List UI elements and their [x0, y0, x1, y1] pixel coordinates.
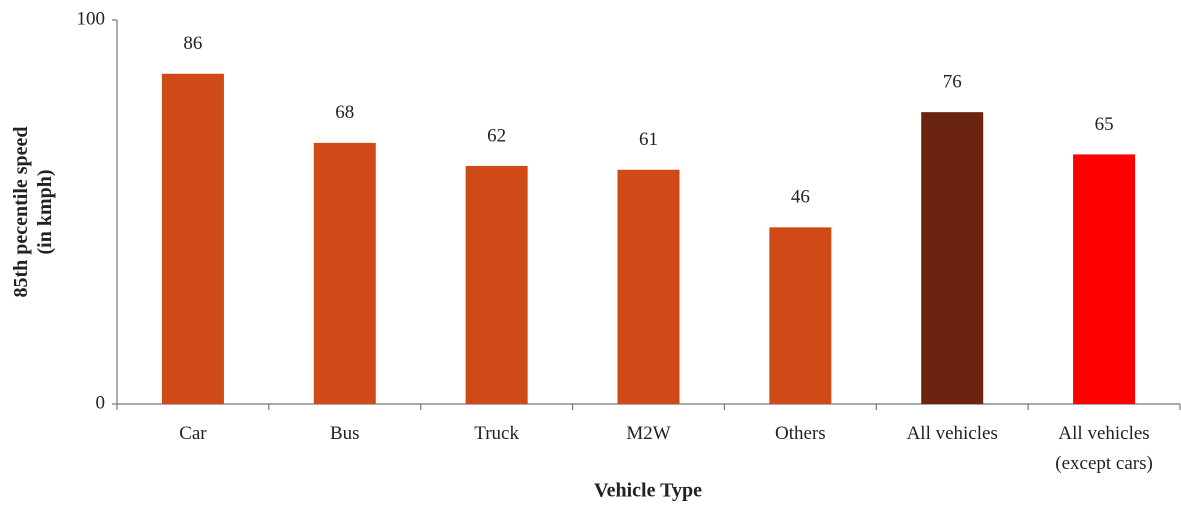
- x-tick-label: Bus: [330, 423, 360, 444]
- x-tick-label: All vehicles (except cars): [1055, 423, 1153, 474]
- x-tick-label: Others: [775, 423, 826, 444]
- x-tick-label-line: M2W: [626, 423, 670, 444]
- value-label: 46: [791, 187, 810, 208]
- x-tick-label-line: Others: [775, 423, 826, 444]
- x-tick-label-line: All vehicles: [1058, 423, 1149, 444]
- y-axis-label-line: (in kmph): [34, 169, 56, 254]
- value-label: 65: [1095, 114, 1114, 135]
- x-tick-label-line: Car: [179, 423, 207, 444]
- x-tick-label: All vehicles: [907, 423, 998, 444]
- bar: [1073, 154, 1136, 404]
- value-label: 62: [487, 125, 506, 146]
- y-axis-label-line: 85th pecentile speed: [10, 126, 32, 297]
- bar: [769, 227, 832, 404]
- x-tick-label: M2W: [626, 423, 670, 444]
- y-tick-label: 100: [77, 8, 106, 29]
- bar: [313, 142, 376, 404]
- bar: [465, 165, 528, 404]
- value-label: 61: [639, 129, 658, 150]
- x-tick-label-line: (except cars): [1055, 453, 1153, 474]
- x-tick-label-line: Bus: [330, 423, 360, 444]
- x-axis-label: Vehicle Type: [594, 480, 702, 502]
- value-label: 68: [335, 102, 354, 123]
- bar: [921, 112, 984, 404]
- bar: [161, 73, 224, 404]
- x-tick-label: Truck: [474, 423, 519, 444]
- x-tick-label: Car: [179, 423, 207, 444]
- value-label: 76: [943, 72, 962, 93]
- y-axis-label: 85th pecentile speed (in kmph): [10, 126, 56, 297]
- value-label: 86: [183, 33, 202, 54]
- y-tick-label: 0: [96, 392, 106, 413]
- x-tick-label-line: All vehicles: [907, 423, 998, 444]
- bar: [617, 169, 680, 404]
- x-tick-label-line: Truck: [474, 423, 519, 444]
